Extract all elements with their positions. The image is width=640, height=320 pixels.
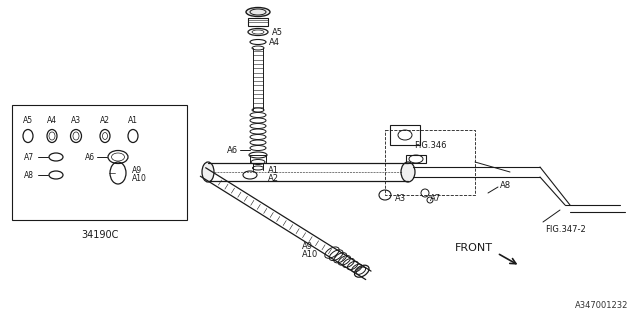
Text: A5: A5 xyxy=(23,116,33,125)
Text: A6: A6 xyxy=(85,153,95,162)
Text: 34190C: 34190C xyxy=(81,230,118,240)
Bar xyxy=(406,155,426,163)
Text: A3: A3 xyxy=(71,116,81,125)
Ellipse shape xyxy=(246,7,270,17)
Text: A2: A2 xyxy=(268,173,279,182)
Text: A4: A4 xyxy=(47,116,57,125)
Text: A4: A4 xyxy=(269,37,280,46)
Text: A7: A7 xyxy=(24,153,34,162)
Text: A9: A9 xyxy=(132,165,142,174)
Text: A8: A8 xyxy=(24,171,34,180)
Bar xyxy=(248,18,268,26)
Text: A5: A5 xyxy=(272,28,283,36)
Text: A7: A7 xyxy=(430,194,441,203)
Text: A3: A3 xyxy=(395,194,406,203)
Text: FIG.347-2: FIG.347-2 xyxy=(545,225,586,234)
Text: A8: A8 xyxy=(500,180,511,189)
Text: A10: A10 xyxy=(302,250,318,259)
Text: A9: A9 xyxy=(302,242,313,251)
Text: A1: A1 xyxy=(268,165,279,174)
Text: A1: A1 xyxy=(128,116,138,125)
Text: A10: A10 xyxy=(132,173,147,182)
Text: FIG.346: FIG.346 xyxy=(413,140,446,149)
Text: A347001232: A347001232 xyxy=(575,301,628,310)
Text: A6: A6 xyxy=(227,146,238,155)
Ellipse shape xyxy=(401,162,415,182)
Bar xyxy=(12,105,187,220)
Bar xyxy=(390,125,420,145)
Text: FRONT: FRONT xyxy=(455,243,493,253)
Ellipse shape xyxy=(202,162,214,182)
Bar xyxy=(385,130,475,195)
Text: A2: A2 xyxy=(100,116,110,125)
